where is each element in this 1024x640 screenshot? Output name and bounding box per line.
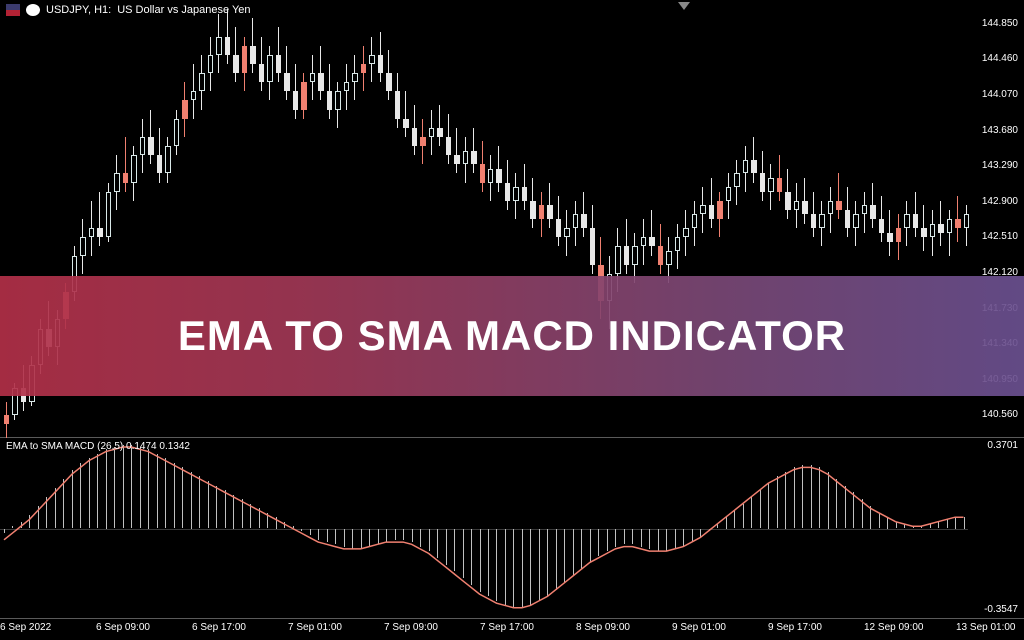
marker-icon [678, 2, 690, 10]
chart-container: USDJPY, H1: US Dollar vs Japanese Yen 14… [0, 0, 1024, 640]
banner-title: EMA TO SMA MACD INDICATOR [178, 312, 846, 360]
flag-jp-icon [26, 4, 40, 16]
symbol-label: USDJPY, H1: [46, 4, 111, 16]
symbol-description: US Dollar vs Japanese Yen [117, 4, 250, 16]
flag-us-icon [6, 4, 20, 16]
macd-y-axis: 0.3701-0.3547 [968, 438, 1024, 618]
macd-signal-line [0, 438, 968, 619]
macd-panel[interactable]: EMA to SMA MACD (26,5) 0.1474 0.1342 0.3… [0, 438, 1024, 619]
time-axis: 6 Sep 20226 Sep 09:006 Sep 17:007 Sep 01… [0, 619, 1024, 640]
macd-label: EMA to SMA MACD (26,5) 0.1474 0.1342 [6, 441, 190, 452]
title-banner: EMA TO SMA MACD INDICATOR [0, 276, 1024, 396]
chart-header: USDJPY, H1: US Dollar vs Japanese Yen [6, 4, 251, 16]
